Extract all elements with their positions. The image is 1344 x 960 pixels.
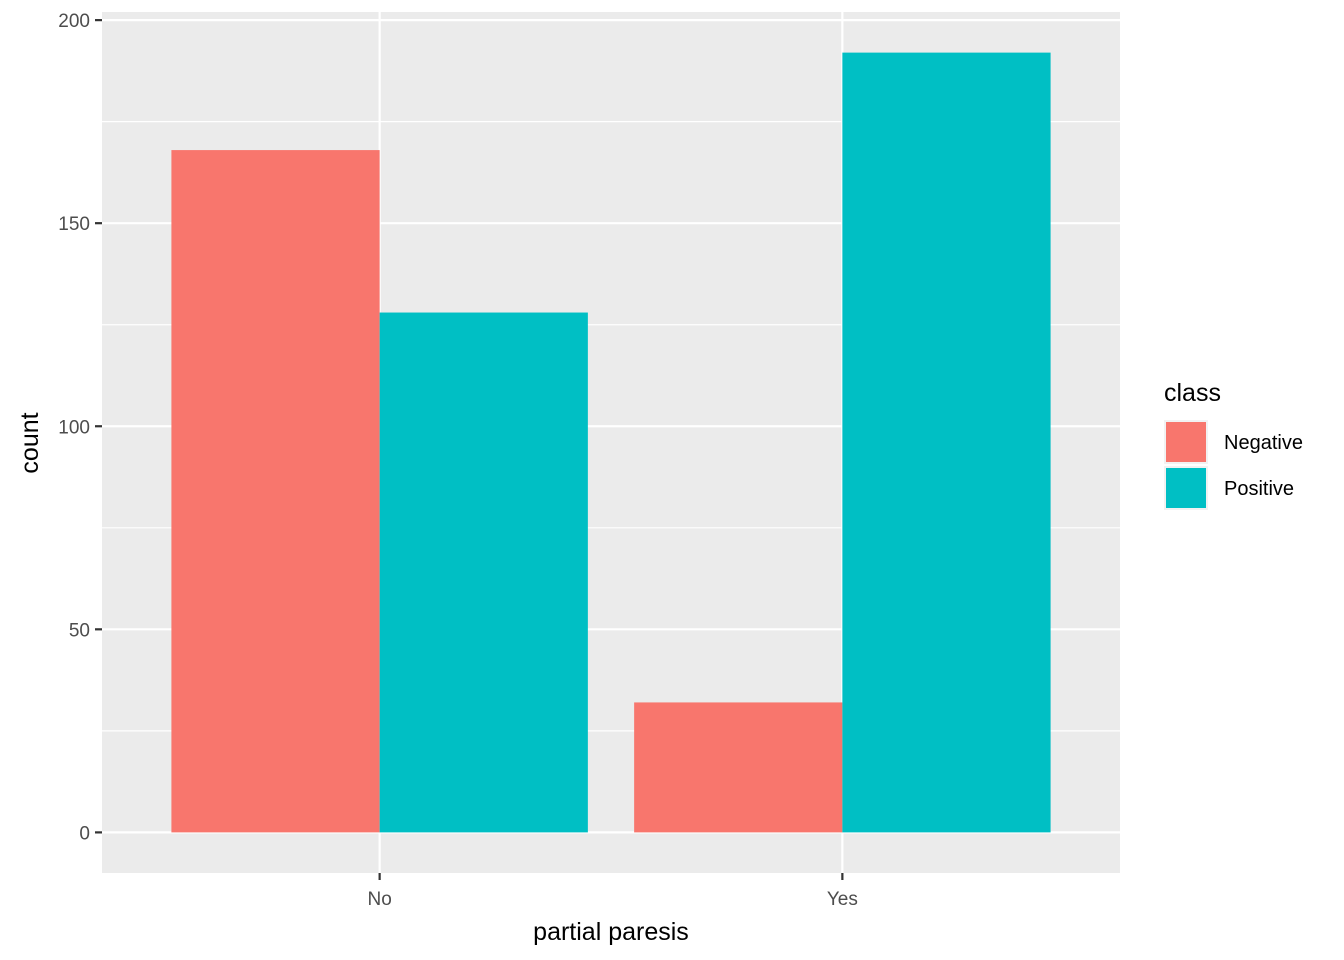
legend-label-negative: Negative	[1224, 432, 1303, 454]
y-axis-title: count	[16, 412, 44, 473]
legend-key-negative	[1166, 422, 1206, 462]
legend: class Negative Positive	[1164, 379, 1303, 510]
y-tick-label: 100	[58, 417, 90, 438]
x-axis-title: partial paresis	[533, 918, 689, 946]
legend-label-positive: Positive	[1224, 478, 1294, 500]
bar-negative-yes	[634, 702, 843, 833]
legend-title: class	[1164, 379, 1221, 407]
bars	[171, 52, 1051, 833]
x-axis: No Yes	[367, 873, 858, 910]
y-tick-label: 50	[69, 620, 90, 641]
y-axis: 0 50 100 150 200	[58, 11, 102, 844]
x-tick-label: Yes	[827, 889, 858, 910]
y-tick-label: 150	[58, 214, 90, 235]
x-tick-label: No	[367, 889, 391, 910]
legend-key-positive	[1166, 468, 1206, 508]
bar-positive-no	[379, 312, 588, 833]
y-tick-label: 0	[79, 823, 90, 844]
bar-negative-no	[171, 150, 380, 833]
bar-positive-yes	[842, 52, 1051, 833]
y-tick-label: 200	[58, 11, 90, 32]
